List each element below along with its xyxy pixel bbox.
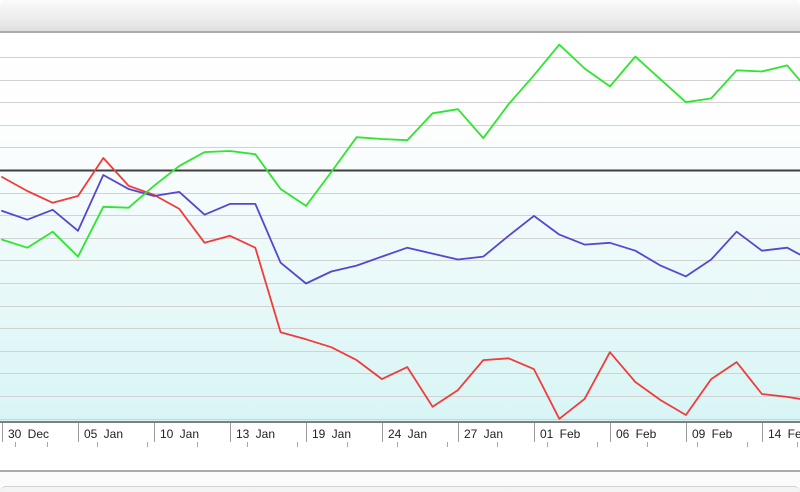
blue-series-line: [1, 174, 800, 285]
x-axis-minor-tick: [497, 442, 498, 447]
chart-plot-area: [0, 33, 800, 421]
x-axis-minor-tick: [447, 442, 448, 447]
red-series-line: [1, 157, 800, 420]
x-axis-tick: [762, 423, 763, 442]
x-axis-minor-tick: [747, 442, 748, 447]
x-axis-minor-tick: [597, 442, 598, 447]
bottom-spacer: [0, 472, 800, 486]
x-axis-minor-tick: [197, 442, 198, 447]
x-axis-tick: [686, 423, 687, 442]
x-axis-minor-tick: [697, 442, 698, 447]
x-axis-label: 14 Feb: [768, 427, 800, 441]
bottom-panel-header[interactable]: [0, 486, 800, 492]
x-axis-label: 19 Jan: [312, 427, 352, 441]
x-axis-minor-tick: [397, 442, 398, 447]
x-axis-label: 10 Jan: [160, 427, 200, 441]
x-axis: 30 Dec 05 Jan 10 Jan 13 Jan 19 Jan 24 Jan 27 J…: [0, 421, 800, 447]
x-axis-minor-tick: [247, 442, 248, 447]
x-axis-tick: [382, 423, 383, 442]
x-axis-label: 24 Jan: [388, 427, 428, 441]
x-axis-minor-tick: [297, 442, 298, 447]
x-axis-minor-tick: [15, 442, 16, 447]
x-axis-tick: [230, 423, 231, 442]
x-axis-minor-tick: [347, 442, 348, 447]
x-axis-label: 09 Feb: [692, 427, 733, 441]
top-panel-header[interactable]: [0, 0, 800, 33]
x-axis-minor-tick: [97, 442, 98, 447]
x-axis-label: 06 Feb: [616, 427, 657, 441]
x-axis-label: 05 Jan: [84, 427, 124, 441]
x-axis-label: 27 Jan: [464, 427, 504, 441]
x-axis-tick: [306, 423, 307, 442]
x-axis-tick: [534, 423, 535, 442]
x-axis-tick: [78, 423, 79, 442]
x-axis-minor-tick: [147, 442, 148, 447]
x-axis-label: 13 Jan: [236, 427, 276, 441]
line-chart: [0, 43, 800, 420]
green-series-line: [1, 43, 800, 258]
x-axis-minor-tick: [797, 442, 798, 447]
x-axis-tick: [154, 423, 155, 442]
x-axis-label: 30 Dec: [8, 427, 50, 441]
x-axis-tick: [2, 423, 3, 442]
x-axis-minor-tick: [47, 442, 48, 447]
x-axis-label: 01 Feb: [540, 427, 581, 441]
x-axis-minor-tick: [547, 442, 548, 447]
x-axis-tick: [458, 423, 459, 442]
x-axis-minor-tick: [647, 442, 648, 447]
horizontal-divider: [0, 470, 800, 472]
x-axis-tick: [610, 423, 611, 442]
